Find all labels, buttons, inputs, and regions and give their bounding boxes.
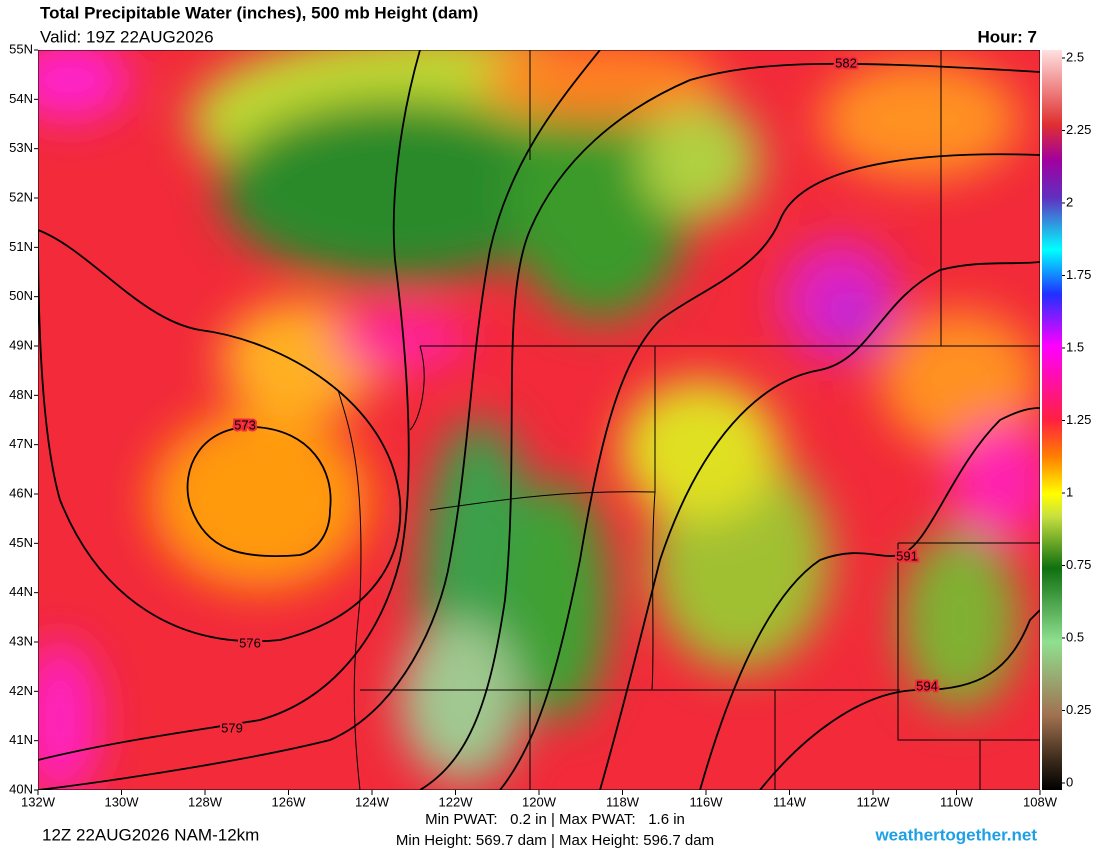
y-tick-label: 48N <box>9 387 33 402</box>
contour-label: 591 <box>896 548 918 563</box>
colorbar-tick-label: 2 <box>1066 194 1073 209</box>
colorbar-tick-label: 1 <box>1066 484 1073 499</box>
y-tick-label: 41N <box>9 732 33 747</box>
contour-label: 576 <box>239 635 261 650</box>
y-tick-label: 53N <box>9 140 33 155</box>
y-tick-label: 46N <box>9 485 33 500</box>
y-tick-label: 52N <box>9 189 33 204</box>
y-tick-label: 40N <box>9 781 33 796</box>
x-tick-label: 126W <box>272 794 307 809</box>
y-tick-label: 49N <box>9 337 33 352</box>
x-tick-label: 110W <box>940 794 974 809</box>
height-range: Min Height: 569.7 dam | Max Height: 596.… <box>396 832 714 849</box>
contour-label: 594 <box>916 678 938 693</box>
x-tick-label: 118W <box>606 794 640 809</box>
valid-time: Valid: 19Z 22AUG2026 <box>40 27 214 46</box>
y-tick-label: 43N <box>9 633 33 648</box>
colorbar-tick-label: 1.25 <box>1066 412 1091 427</box>
y-tick-label: 42N <box>9 683 33 698</box>
contour-label: 579 <box>221 720 243 735</box>
x-tick-label: 122W <box>439 794 474 809</box>
colorbar <box>1042 50 1062 790</box>
x-tick-label: 108W <box>1023 794 1058 809</box>
forecast-hour: Hour: 7 <box>978 27 1038 46</box>
colorbar-tick-label: 0.5 <box>1066 629 1084 644</box>
height-contours <box>38 50 1040 790</box>
x-tick-label: 114W <box>773 794 807 809</box>
colorbar-tick-label: 0.25 <box>1066 702 1091 717</box>
x-tick-label: 120W <box>522 794 557 809</box>
colorbar-tick-label: 2.25 <box>1066 122 1091 137</box>
y-tick-label: 50N <box>9 288 33 303</box>
y-tick-label: 55N <box>9 41 33 56</box>
colorbar-tick-label: 1.5 <box>1066 339 1084 354</box>
x-tick-label: 116W <box>690 794 724 809</box>
contour-label: 582 <box>835 55 857 70</box>
x-tick-label: 132W <box>21 794 56 809</box>
y-tick-label: 47N <box>9 436 33 451</box>
y-tick-label: 44N <box>9 584 33 599</box>
y-tick-label: 54N <box>9 91 33 106</box>
site-credit: weathertogether.net <box>874 825 1037 844</box>
y-tick-label: 45N <box>9 535 33 550</box>
colorbar-tick-label: 0.75 <box>1066 557 1091 572</box>
colorbar-tick-label: 1.75 <box>1066 267 1091 282</box>
pwat-field <box>38 50 1040 790</box>
x-tick-label: 124W <box>355 794 390 809</box>
x-tick-label: 112W <box>857 794 891 809</box>
contour-label: 573 <box>234 417 256 432</box>
y-tick-label: 51N <box>9 239 33 254</box>
colorbar-tick-label: 0 <box>1066 774 1073 789</box>
x-tick-label: 130W <box>105 794 140 809</box>
pwat-range: Min PWAT: 0.2 in | Max PWAT: 1.6 in <box>425 811 685 828</box>
model-run: 12Z 22AUG2026 NAM-12km <box>42 825 259 844</box>
colorbar-tick-label: 2.5 <box>1066 49 1084 64</box>
x-tick-label: 128W <box>188 794 223 809</box>
title: Total Precipitable Water (inches), 500 m… <box>40 3 478 22</box>
